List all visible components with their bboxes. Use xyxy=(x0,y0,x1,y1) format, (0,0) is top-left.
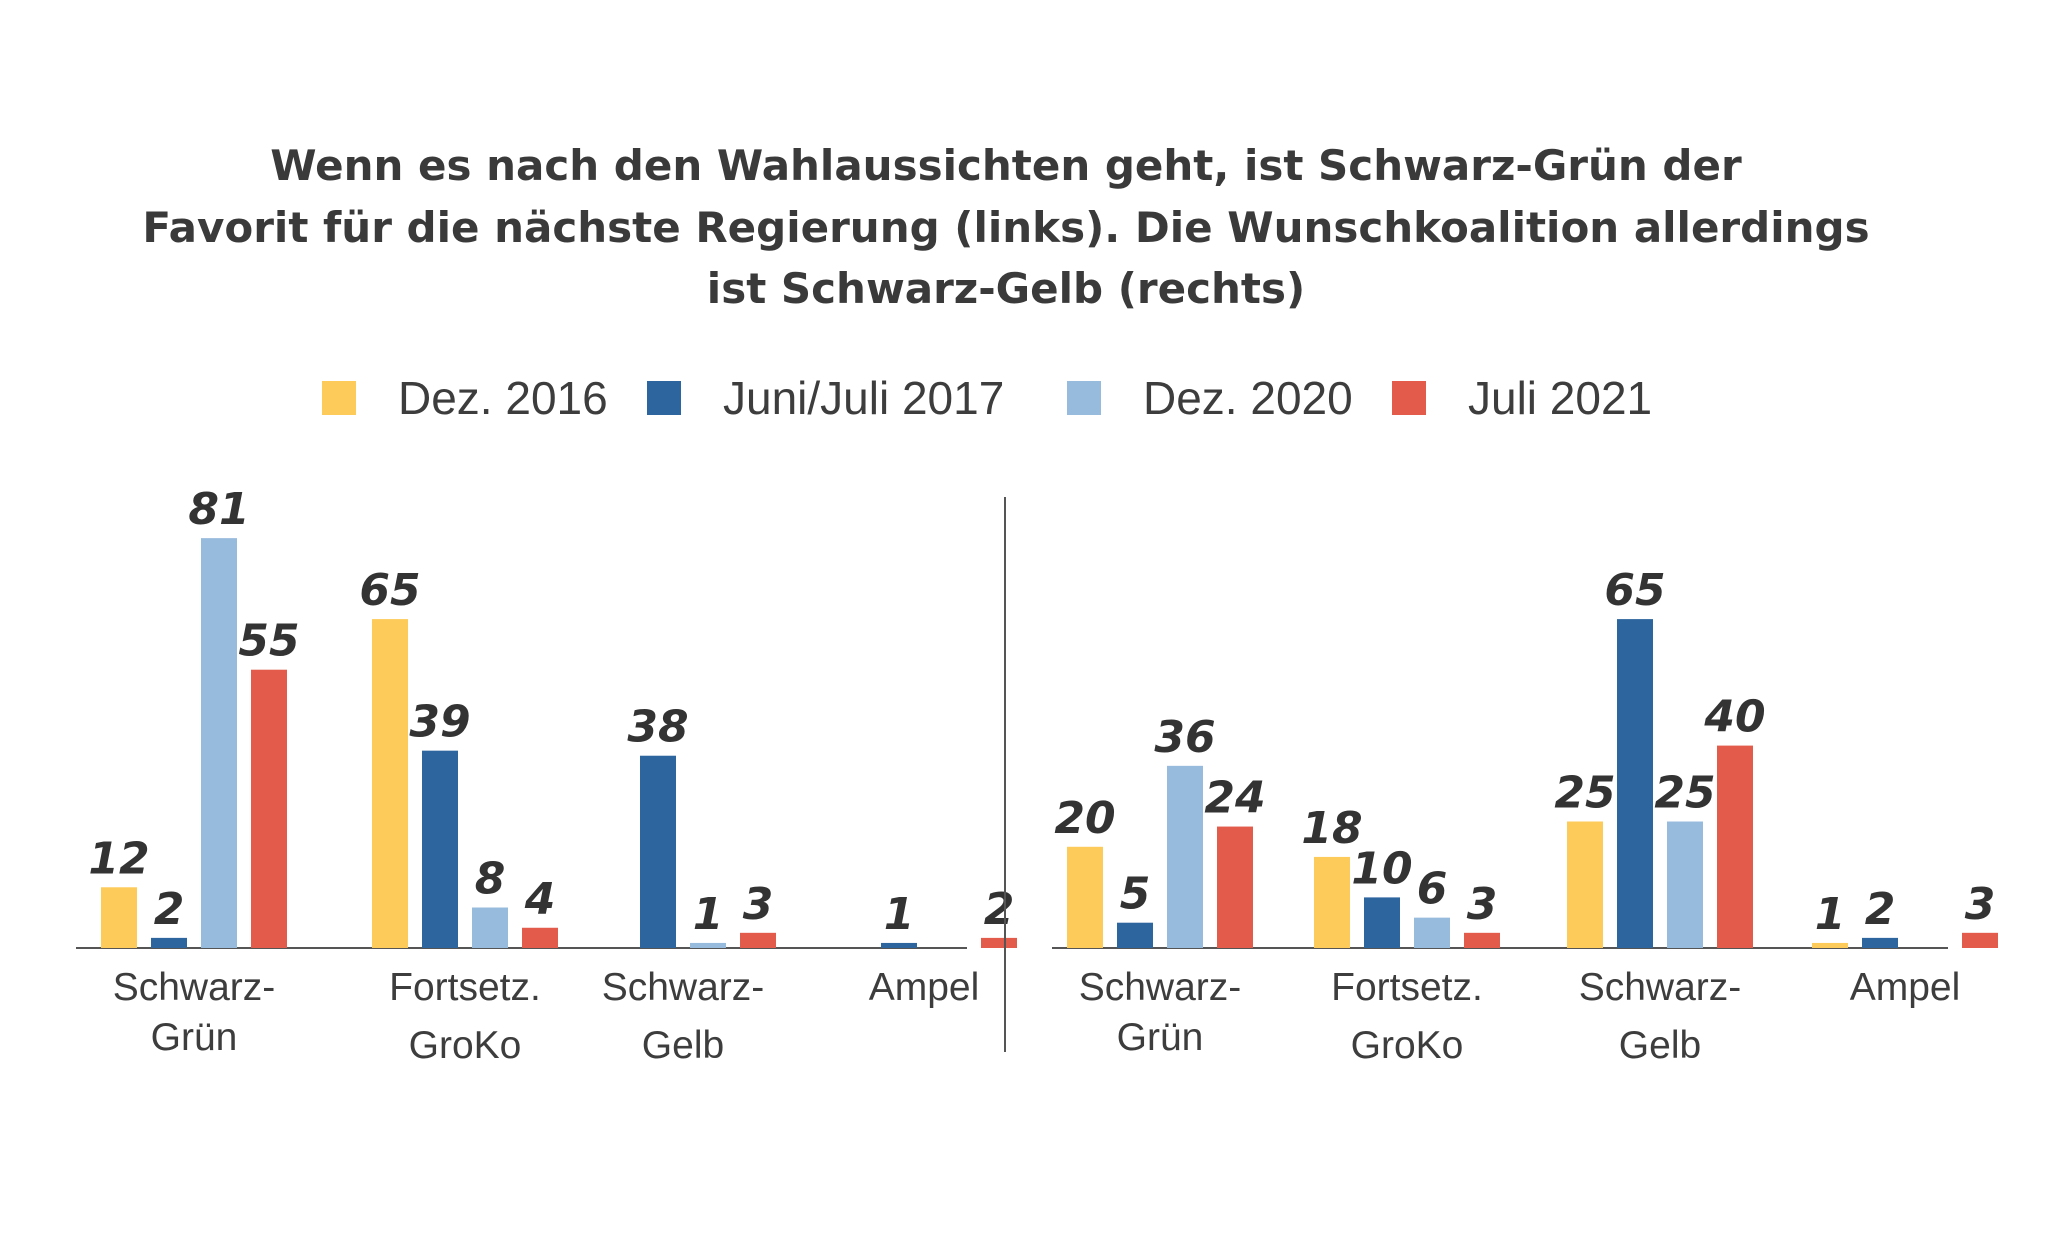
legend-item: Dez. 2020 xyxy=(1067,372,1353,424)
legend-label: Juni/Juli 2017 xyxy=(723,372,1004,424)
bar xyxy=(372,619,408,948)
bar xyxy=(1862,937,1898,948)
data-label: 4 xyxy=(524,874,556,925)
data-label: 6 xyxy=(1417,864,1448,915)
legend-swatch xyxy=(322,381,356,415)
data-label: 2 xyxy=(1865,884,1896,935)
data-label: 8 xyxy=(475,854,506,905)
category-label: Schwarz- xyxy=(1579,966,1742,1009)
data-label: 12 xyxy=(88,833,149,884)
data-label: 24 xyxy=(1204,773,1265,824)
data-label: 10 xyxy=(1351,843,1412,894)
data-label: 3 xyxy=(1467,879,1498,930)
category-label: Schwarz- xyxy=(113,966,276,1009)
data-label: 55 xyxy=(238,616,299,667)
bar xyxy=(690,942,726,948)
category-label: Fortsetz. xyxy=(1331,966,1483,1009)
data-label: 65 xyxy=(1604,565,1665,616)
bar xyxy=(640,755,676,948)
bar xyxy=(151,937,187,948)
bar xyxy=(1314,856,1350,948)
bar xyxy=(740,932,776,948)
data-label: 2 xyxy=(984,884,1015,935)
data-label: 39 xyxy=(409,697,470,748)
data-label: 3 xyxy=(1965,879,1996,930)
data-label: 25 xyxy=(1554,768,1615,819)
bar xyxy=(1217,826,1253,948)
chart-title-line: ist Schwarz-Gelb (rechts) xyxy=(707,264,1305,313)
category-label: GroKo xyxy=(1351,1024,1464,1067)
data-label: 1 xyxy=(693,889,724,940)
category-label: Schwarz- xyxy=(602,966,765,1009)
bar xyxy=(1667,821,1703,948)
bar xyxy=(1117,922,1153,948)
data-label: 65 xyxy=(359,565,420,616)
bar xyxy=(101,887,137,948)
chart-title-line: Wenn es nach den Wahlaussichten geht, is… xyxy=(270,141,1742,190)
bar xyxy=(1962,932,1998,948)
bar xyxy=(1617,619,1653,948)
category-label: GroKo xyxy=(409,1024,522,1067)
legend-swatch xyxy=(647,381,681,415)
bar xyxy=(1812,942,1848,948)
bar xyxy=(472,907,508,948)
bar xyxy=(422,750,458,948)
bar xyxy=(1167,765,1203,948)
bar xyxy=(1414,917,1450,948)
legend-item: Juli 2021 xyxy=(1392,372,1652,424)
bar xyxy=(1067,846,1103,948)
bar xyxy=(981,937,1017,948)
data-label: 3 xyxy=(743,879,774,930)
category-label: Grün xyxy=(1117,1016,1204,1059)
data-label: 5 xyxy=(1120,869,1151,920)
legend-label: Dez. 2016 xyxy=(398,372,608,424)
category-label: Fortsetz. xyxy=(389,966,541,1009)
legend-swatch xyxy=(1067,381,1101,415)
chart-title: Wenn es nach den Wahlaussichten geht, is… xyxy=(142,141,1869,313)
legend-item: Juni/Juli 2017 xyxy=(647,372,1004,424)
bar xyxy=(251,669,287,948)
bar xyxy=(522,927,558,948)
legend-label: Dez. 2020 xyxy=(1143,372,1353,424)
data-label: 1 xyxy=(884,889,915,940)
data-label: 25 xyxy=(1654,768,1715,819)
bar xyxy=(1464,932,1500,948)
category-label: Gelb xyxy=(642,1024,724,1067)
legend-item: Dez. 2016 xyxy=(322,372,608,424)
legend: Dez. 2016 Juni/Juli 2017 Dez. 2020 Juli 202… xyxy=(322,372,1652,424)
category-label: Grün xyxy=(151,1016,238,1059)
legend-swatch xyxy=(1392,381,1426,415)
data-label: 20 xyxy=(1054,793,1115,844)
bar xyxy=(881,942,917,948)
legend-label: Juli 2021 xyxy=(1468,372,1652,424)
data-label: 18 xyxy=(1301,803,1362,854)
category-label: Schwarz- xyxy=(1079,966,1242,1009)
data-label: 38 xyxy=(627,702,688,753)
data-label: 1 xyxy=(1815,889,1846,940)
bar xyxy=(1567,821,1603,948)
data-label: 40 xyxy=(1703,692,1765,743)
bar xyxy=(1717,745,1753,948)
category-label: Gelb xyxy=(1619,1024,1701,1067)
category-label: Ampel xyxy=(1850,966,1961,1009)
data-label: 81 xyxy=(188,484,249,535)
data-label: 36 xyxy=(1154,712,1215,763)
chart-title-line: Favorit für die nächste Regierung (links… xyxy=(142,203,1869,252)
category-label: Ampel xyxy=(869,966,980,1009)
data-label: 2 xyxy=(154,884,185,935)
bar xyxy=(1364,897,1400,948)
bar xyxy=(201,538,237,948)
